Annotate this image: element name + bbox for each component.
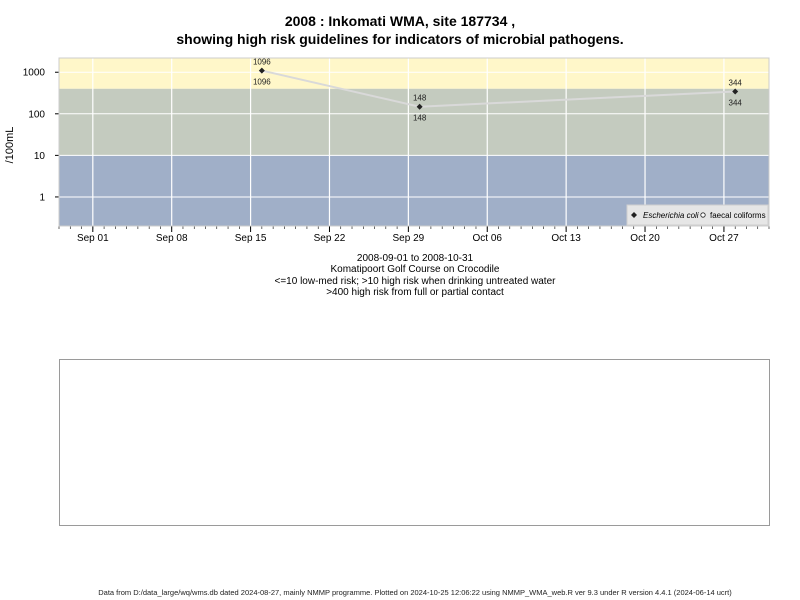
y-tick-label: 100 <box>28 109 45 120</box>
x-tick-label: Oct 06 <box>473 233 503 244</box>
y-tick-label: 1000 <box>23 68 46 79</box>
data-label-below: 1096 <box>253 78 271 87</box>
grid-lines <box>59 58 769 226</box>
risk-band-0 <box>59 58 769 89</box>
data-label-above: 148 <box>413 94 427 103</box>
chart-plot: 1 10 100 1000 Sep 01 Sep 08 Sep 15 Sep 22 Sep 29… <box>4 57 770 244</box>
x-tick-label: Sep 08 <box>156 233 188 244</box>
x-tick-label: Sep 01 <box>77 233 109 244</box>
data-point <box>416 103 423 110</box>
x-tick-label: Oct 13 <box>551 233 581 244</box>
data-series: 1096 1096 148 148 344 344 <box>253 58 742 123</box>
chart-title-line-1: 2008 : Inkomati WMA, site 187734 , <box>284 13 516 29</box>
risk-band-1 <box>59 88 769 156</box>
data-point <box>258 67 265 74</box>
data-label-above: 1096 <box>253 58 271 67</box>
data-point <box>732 88 739 95</box>
legend-box <box>626 204 769 226</box>
plot-frame <box>58 57 770 227</box>
risk-note-drinking: <=10 low-med risk; >10 high risk when dr… <box>274 276 556 287</box>
legend-marker-ecoli <box>631 212 637 218</box>
empty-plot-panel <box>59 359 770 526</box>
legend: Escherichia coli faecal coliforms <box>626 204 769 226</box>
date-range-label: 2008-09-01 to 2008-10-31 <box>356 253 474 264</box>
x-tick-label: Oct 27 <box>709 233 739 244</box>
data-label-above: 344 <box>729 78 743 87</box>
legend-label-ecoli: Escherichia coli <box>643 211 699 220</box>
site-name-label: Komatipoort Golf Course on Crocodile <box>330 264 500 275</box>
y-axis-label: /100mL <box>4 127 16 164</box>
x-tick-label: Sep 29 <box>393 233 425 244</box>
footer-note: Data from D:/data_large/wq/wms.db dated … <box>98 588 732 597</box>
risk-bands <box>59 58 769 226</box>
legend-marker-faecal <box>700 212 706 218</box>
x-tick-label: Sep 15 <box>235 233 267 244</box>
x-tick-label: Sep 22 <box>314 233 346 244</box>
risk-note-contact: >400 high risk from full or partial cont… <box>326 287 504 298</box>
data-label-below: 344 <box>729 98 743 107</box>
data-label-below: 148 <box>413 114 427 123</box>
y-tick-label: 10 <box>34 151 46 162</box>
axes: 1 10 100 1000 Sep 01 Sep 08 Sep 15 Sep 22 Sep 29… <box>4 57 770 244</box>
x-tick-label: Oct 20 <box>630 233 660 244</box>
legend-label-faecal: faecal coliforms <box>710 211 766 220</box>
y-tick-label: 1 <box>39 192 45 203</box>
chart-title-line-2: showing high risk guidelines for indicat… <box>176 31 624 47</box>
